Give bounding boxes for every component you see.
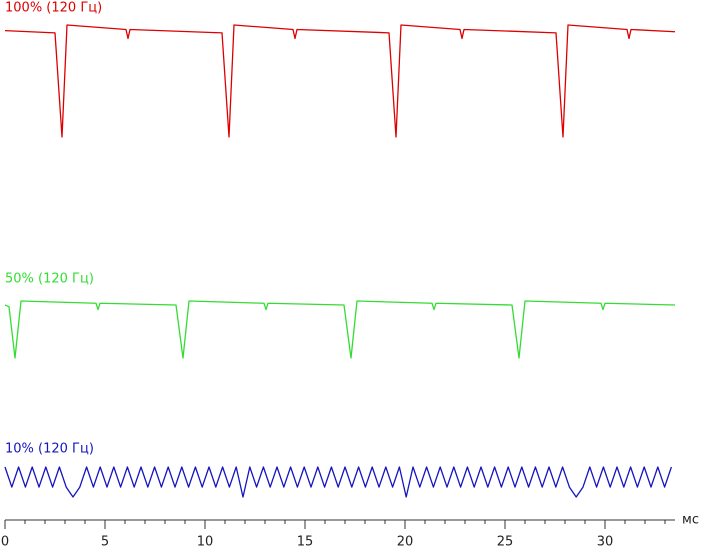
x-axis-label: мс xyxy=(682,513,699,528)
x-tick-label: 30 xyxy=(597,535,614,548)
trace xyxy=(4,466,673,498)
legend-label: 50% (120 Гц) xyxy=(5,272,94,287)
x-tick-label: 10 xyxy=(197,535,214,548)
trace xyxy=(4,300,676,359)
x-tick-label: 20 xyxy=(397,535,414,548)
x-tick-label: 0 xyxy=(1,535,9,548)
trace xyxy=(4,24,676,138)
legend-label: 10% (120 Гц) xyxy=(5,442,94,457)
x-tick-label: 5 xyxy=(101,535,109,548)
legend-label: 100% (120 Гц) xyxy=(5,1,102,16)
x-tick-label: 15 xyxy=(297,535,314,548)
x-tick-label: 25 xyxy=(497,535,514,548)
